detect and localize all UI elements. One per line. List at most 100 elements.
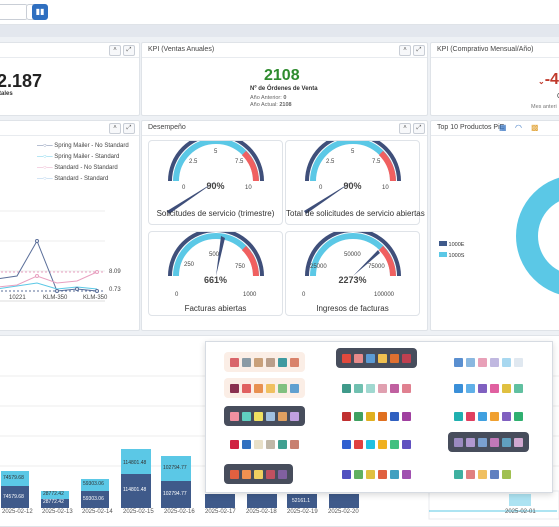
color-swatch	[378, 469, 387, 479]
legend-item[interactable]: 1000E	[439, 241, 464, 248]
color-swatch	[514, 411, 523, 421]
bar[interactable]	[121, 449, 151, 474]
color-swatch	[266, 469, 275, 479]
legend-label: 1000E	[448, 242, 465, 248]
kpi-compare-sub1: O	[557, 93, 559, 100]
color-swatch	[230, 383, 239, 393]
gauge-value: 90%	[343, 181, 362, 191]
color-swatch	[478, 437, 487, 447]
bar[interactable]	[1, 471, 29, 486]
gauge-tick: 100000	[374, 292, 395, 298]
legend-item[interactable]: —○— Spring Mailer - No Standard	[37, 143, 129, 149]
line-chart-panel: ˄ ⤢ —○— Spring Mailer - No Standard —○— …	[0, 120, 140, 331]
color-swatch	[478, 383, 487, 393]
color-swatch	[490, 357, 499, 367]
bar[interactable]	[81, 491, 109, 508]
color-swatch	[254, 383, 263, 393]
palette-option[interactable]	[224, 464, 293, 484]
x-date-label: 2025-02-13	[42, 509, 73, 515]
expand-button[interactable]: ⤢	[413, 45, 425, 56]
bar-value-label: 114801.48	[123, 487, 147, 493]
x-date-label: 2025-02-15	[123, 509, 154, 515]
color-swatch	[278, 439, 287, 449]
bar[interactable]	[41, 491, 69, 499]
panel-header: Desempeño ˄ ⤢	[142, 121, 427, 136]
palette-option[interactable]	[224, 378, 305, 398]
x-date-label: 2025-02-01	[505, 509, 536, 515]
collapse-button[interactable]: ˄	[109, 123, 121, 134]
bar[interactable]	[161, 481, 191, 508]
palette-option[interactable]	[336, 378, 417, 398]
palette-option[interactable]	[448, 406, 529, 426]
legend-item[interactable]: —○— Standard - No Standard	[37, 165, 118, 171]
color-swatch	[230, 469, 239, 479]
legend-item[interactable]: 1000S	[439, 252, 464, 259]
bar[interactable]	[247, 494, 277, 508]
legend-item[interactable]: —○— Spring Mailer - Standard	[37, 154, 119, 160]
legend-marker-icon: —○—	[37, 143, 53, 149]
collapse-button[interactable]: ˄	[399, 45, 411, 56]
data-point	[75, 287, 79, 291]
x-date-label: 2025-02-17	[205, 509, 236, 515]
color-swatch	[230, 439, 239, 449]
palette-option[interactable]	[336, 464, 417, 484]
bar[interactable]	[1, 486, 29, 508]
palette-option[interactable]	[336, 434, 417, 454]
gauge-icon[interactable]: ◠	[515, 123, 522, 132]
kpi-total-panel: ˄ ⤢ 2.187 tales	[0, 42, 140, 116]
palette-option[interactable]	[448, 464, 517, 484]
color-swatch	[466, 383, 475, 393]
expand-button[interactable]: ⤢	[123, 45, 135, 56]
legend-marker-icon: —○—	[37, 165, 53, 171]
bar[interactable]	[287, 494, 317, 508]
bar[interactable]	[509, 494, 531, 506]
expand-button[interactable]: ⤢	[413, 123, 425, 134]
gauge-tick: 50000	[344, 252, 361, 258]
legend-label: Spring Mailer - No Standard	[54, 143, 129, 149]
color-swatch	[390, 469, 399, 479]
color-swatch	[478, 411, 487, 421]
gauge-needle	[167, 181, 216, 214]
color-swatch	[502, 383, 511, 393]
color-swatch	[454, 469, 463, 479]
gauge-value: 2273%	[338, 275, 367, 285]
collapse-button[interactable]: ˄	[399, 123, 411, 134]
legend-item[interactable]: —○— Standard - Standard	[37, 176, 108, 182]
period-select[interactable]	[0, 4, 28, 20]
curr-value: 2108	[279, 102, 292, 108]
bar[interactable]	[161, 456, 191, 481]
top10-panel: Top 10 Productos PiE ▦ ◠ ▩ 1000E 1000S	[430, 120, 559, 331]
palette-option[interactable]	[448, 432, 529, 452]
color-swatch	[402, 383, 411, 393]
color-swatch	[290, 439, 299, 449]
bar[interactable]	[205, 494, 235, 508]
bar[interactable]	[81, 479, 109, 491]
gauge-value: 90%	[206, 181, 225, 191]
top10-title: Top 10 Productos PiE	[437, 124, 505, 131]
bar[interactable]	[329, 494, 359, 508]
palette-option[interactable]	[336, 348, 417, 368]
collapse-button[interactable]: ˄	[109, 45, 121, 56]
palette-option[interactable]	[224, 434, 305, 454]
palette-option[interactable]	[224, 406, 305, 426]
palette-option[interactable]	[448, 378, 529, 398]
top-toolbar: ▾ ▮▮	[0, 0, 559, 25]
legend-label: Standard - Standard	[54, 176, 109, 182]
palette-option[interactable]	[224, 352, 305, 372]
color-swatch	[242, 411, 251, 421]
chart-button[interactable]: ▮▮	[32, 4, 48, 20]
bar[interactable]	[41, 499, 69, 508]
palette-option[interactable]	[448, 352, 529, 372]
expand-button[interactable]: ⤢	[123, 123, 135, 134]
color-swatch	[378, 353, 387, 363]
kpi-compare-title: KPI (Comprativo Mensual/Año)	[437, 46, 534, 53]
palette-option[interactable]	[336, 406, 417, 426]
bar-value-label: 74579.68	[3, 475, 24, 481]
donut-slice[interactable]	[516, 177, 559, 295]
color-swatch	[514, 437, 523, 447]
table-icon[interactable]: ▦	[499, 123, 507, 132]
legend-marker-icon: —○—	[37, 176, 53, 182]
color-swatch	[514, 357, 523, 367]
grid-icon[interactable]: ▩	[531, 123, 539, 132]
bar[interactable]	[121, 474, 151, 508]
